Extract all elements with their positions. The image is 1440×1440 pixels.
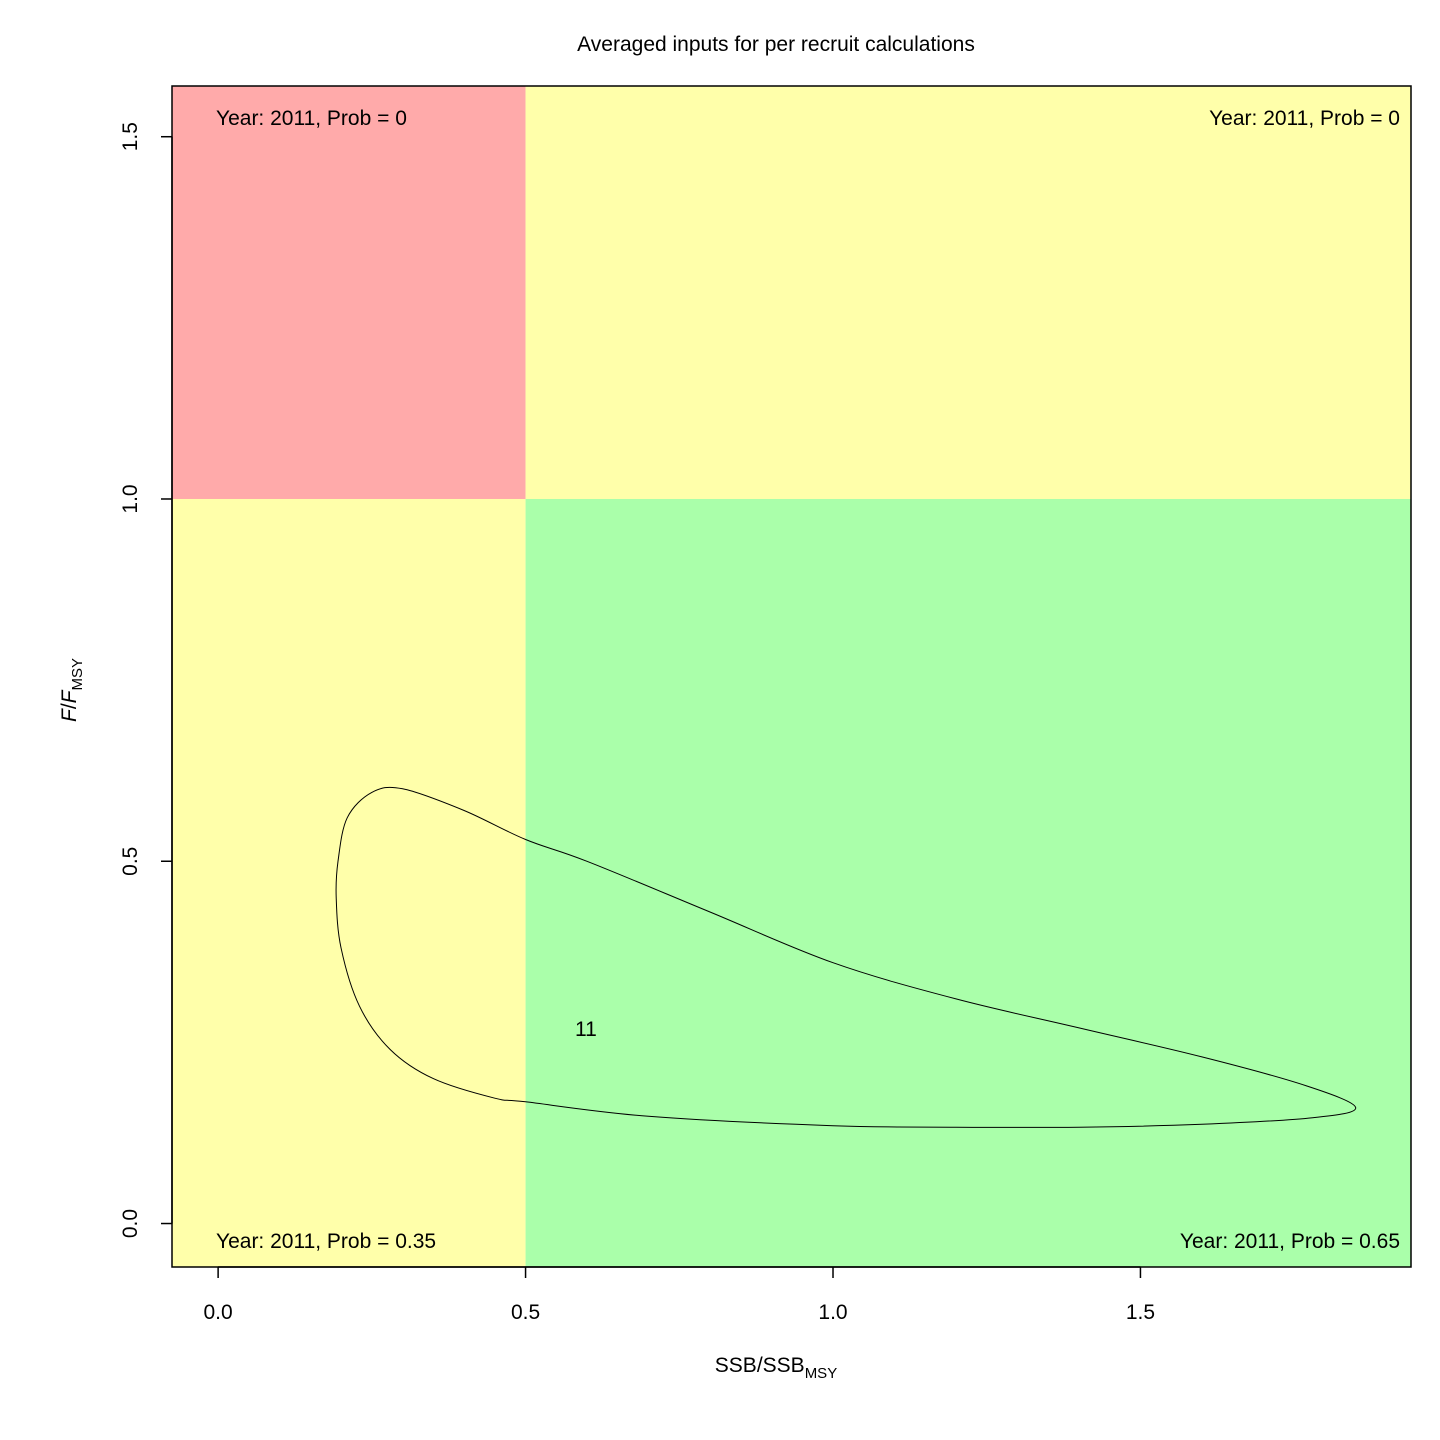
y-tick-label: 1.5 bbox=[119, 122, 142, 151]
y-tick-label: 0.5 bbox=[119, 847, 142, 876]
y-axis: 0.0 0.5 1.0 1.5 bbox=[119, 122, 173, 1238]
quadrant-bottom-left bbox=[172, 498, 526, 1267]
quadrant-layer bbox=[172, 86, 1411, 1267]
x-tick-label: 0.5 bbox=[511, 1301, 540, 1324]
y-axis-label-italic: F bbox=[58, 689, 81, 703]
quadrant-top-right bbox=[525, 86, 1411, 499]
x-tick-label: 1.0 bbox=[818, 1301, 847, 1324]
y-axis-label-slash: / bbox=[58, 703, 81, 709]
y-axis-label: F/FMSY bbox=[58, 658, 86, 722]
x-axis-label: SSB/SSBMSY bbox=[715, 1354, 837, 1382]
y-tick-label: 1.0 bbox=[119, 484, 142, 513]
quadrant-label-top-left: Year: 2011, Prob = 0 bbox=[216, 107, 407, 130]
quadrant-bottom-right bbox=[525, 498, 1411, 1267]
y-axis-label-subscript: MSY bbox=[69, 658, 86, 691]
quadrant-labels: Year: 2011, Prob = 0 Year: 2011, Prob = 0… bbox=[216, 107, 1400, 1253]
quadrant-top-left bbox=[172, 86, 526, 499]
contour-layer bbox=[335, 786, 1357, 1128]
x-tick-label: 0.0 bbox=[204, 1301, 233, 1324]
x-axis-label-subscript: MSY bbox=[805, 1365, 838, 1382]
x-tick-label: 1.5 bbox=[1126, 1301, 1155, 1324]
quadrant-label-top-right: Year: 2011, Prob = 0 bbox=[1209, 107, 1400, 130]
x-axis: 0.0 0.5 1.0 1.5 bbox=[204, 1266, 1155, 1324]
chart-title: Averaged inputs for per recruit calculat… bbox=[577, 33, 975, 56]
quadrant-label-bottom-right: Year: 2011, Prob = 0.65 bbox=[1180, 1230, 1400, 1253]
probability-contour bbox=[335, 786, 1357, 1128]
x-axis-label-main: SSB/SSB bbox=[715, 1354, 805, 1377]
point-label: 11 bbox=[575, 1018, 597, 1041]
y-tick-label: 0.0 bbox=[119, 1209, 142, 1238]
point-label-layer: 11 bbox=[575, 1018, 597, 1041]
y-axis-label-main: F bbox=[58, 708, 81, 722]
quadrant-label-bottom-left: Year: 2011, Prob = 0.35 bbox=[216, 1230, 436, 1253]
